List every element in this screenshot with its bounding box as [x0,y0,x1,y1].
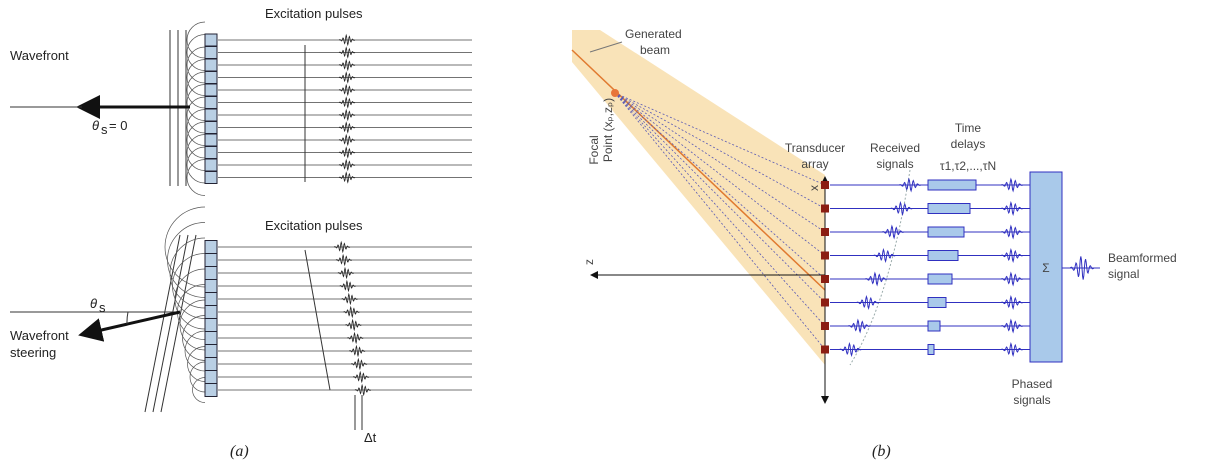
angle-subscript: s [101,122,108,137]
wavefront-label: steering [10,345,56,360]
arc [187,110,205,146]
wavefront-line [161,235,196,412]
element [821,228,829,236]
element [821,346,829,354]
element [821,275,829,283]
element [205,358,217,371]
element [821,205,829,213]
arc [187,72,205,108]
delay-box [928,274,952,284]
angle-value: = 0 [109,118,127,133]
figure: Excitation pulses Wavefront θ s = 0 Exci… [0,0,1211,464]
label: Transducer [785,141,845,155]
arrow [84,312,180,334]
arc [187,97,205,133]
delay-box [928,298,946,308]
element [205,159,217,171]
caption: (a) [230,443,249,460]
wavefront-line [145,235,180,412]
caption: (b) [872,443,891,460]
element [205,84,217,96]
element [205,72,217,84]
arc [165,207,205,287]
angle-symbol: θ [92,118,99,133]
arc [187,60,205,96]
wavefront-label: Wavefront [10,328,69,343]
wavefront-label: Wavefront [10,48,69,63]
marker-line [305,250,330,390]
label: signal [1108,267,1139,281]
wavefront-line [153,235,188,412]
arc [185,331,205,371]
element [205,332,217,345]
element [821,181,829,189]
angle-symbol: θ [90,296,97,311]
label: Time [955,121,982,135]
element [205,59,217,71]
element [205,147,217,159]
delay-curve [850,170,910,365]
delay-box [928,204,970,214]
label: Generated [625,27,682,41]
arc [187,122,205,158]
delta-t: Δt [364,430,377,445]
element [205,134,217,146]
element [205,47,217,59]
element [205,241,217,254]
arc [187,147,205,183]
axis-label: x [807,185,821,191]
arc [187,47,205,83]
angle-arc [127,312,128,324]
arc [187,135,205,171]
label: Phased [1012,377,1053,391]
label: delays [951,137,986,151]
drawing [10,22,1100,430]
label: signals [876,157,913,171]
arc [187,35,205,71]
element [205,293,217,306]
element [821,299,829,307]
label: array [801,157,828,171]
label: Beamformed [1108,251,1177,265]
element [205,280,217,293]
element [205,34,217,46]
element [205,122,217,134]
label: signals [1013,393,1050,407]
element [205,172,217,184]
element [205,371,217,384]
element [205,97,217,109]
delay-box [928,345,934,355]
label: τ1,τ2,...,τN [940,159,996,173]
label: Received [870,141,920,155]
focal-point [611,89,619,97]
label: beam [640,43,670,57]
element [821,322,829,330]
angle-subscript: s [99,300,106,315]
element [205,384,217,397]
title-top: Excitation pulses [265,6,363,21]
element [821,252,829,260]
sum-symbol: Σ [1042,261,1049,275]
axis-label: z [582,259,596,265]
element [205,267,217,280]
element [205,109,217,121]
element [205,319,217,332]
delay-box [928,227,964,237]
title-bottom: Excitation pulses [265,218,363,233]
beam [572,30,825,365]
arc [187,22,205,58]
element [205,306,217,319]
element [205,254,217,267]
label: Point (xₚ,zₚ) [601,98,615,162]
arc [187,85,205,121]
delay-box [928,180,976,190]
arc [187,160,205,196]
delay-box [928,251,958,261]
element [205,345,217,358]
delay-box [928,321,940,331]
label: Focal [587,135,601,164]
